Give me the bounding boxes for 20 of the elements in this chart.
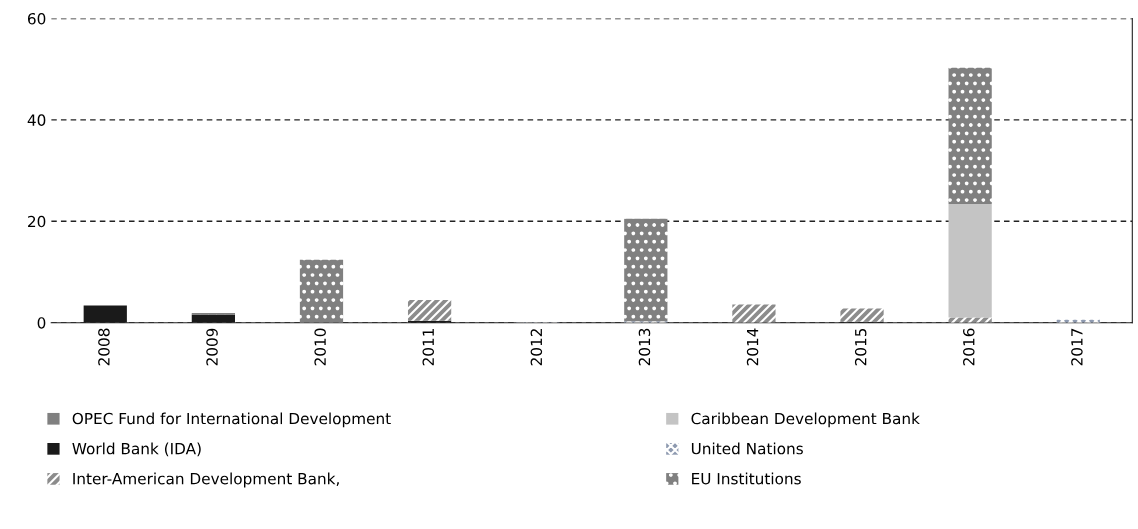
x-tick-label: 2010	[314, 328, 326, 366]
legend-label: OPEC Fund for International Development	[72, 412, 391, 428]
legend-label: EU Institutions	[692, 472, 801, 485]
x-tick-label: 2009	[206, 328, 218, 366]
x-tick-label: 2014	[746, 328, 759, 366]
x-tick-label: 2015	[854, 328, 867, 366]
legend-label: World Bank (IDA)	[72, 442, 201, 457]
x-tick-label: 2013	[638, 328, 651, 366]
y-tick-label: 0	[37, 317, 46, 329]
y-tick-label: 40	[27, 114, 46, 126]
y-tick-label: 20	[28, 215, 46, 228]
x-tick-label: 2017	[1071, 328, 1083, 366]
legend-label: United Nations	[691, 442, 803, 455]
y-tick-label: 60	[27, 12, 46, 25]
legend-label: Inter-American Development Bank,	[73, 472, 339, 488]
x-tick-label: 2012	[530, 329, 543, 366]
x-tick-label: 2008	[98, 328, 110, 366]
legend-label: Caribbean Development Bank	[691, 412, 920, 428]
x-tick-label: 2016	[963, 328, 975, 366]
x-tick-label: 2011	[422, 328, 435, 366]
